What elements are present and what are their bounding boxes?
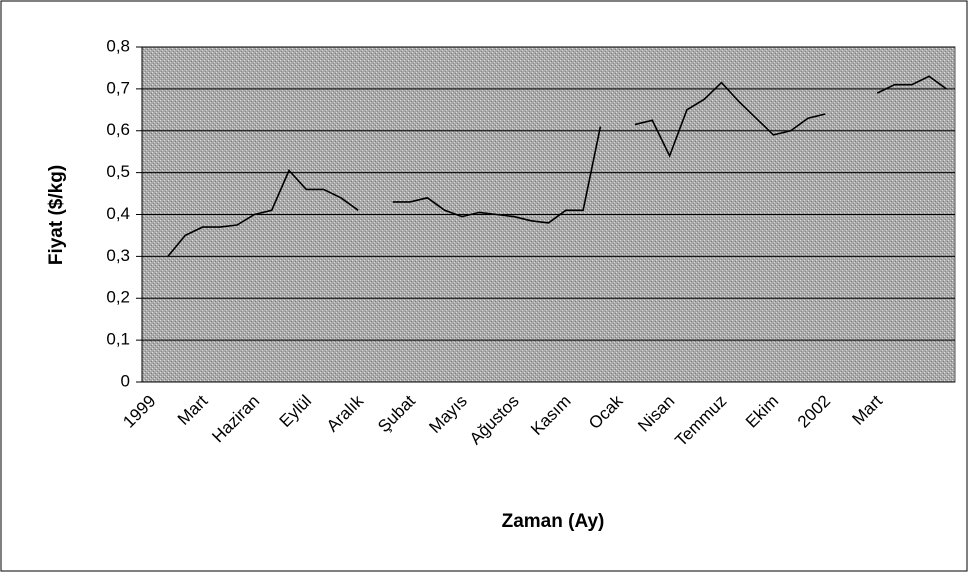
y-tick-label: 0,7 (106, 78, 130, 97)
y-tick-label: 0,5 (106, 162, 130, 181)
y-tick-label: 0,2 (106, 288, 130, 307)
y-tick-label: 0,3 (106, 246, 130, 265)
y-axis-title: Fiyat ($/kg) (46, 165, 67, 265)
y-tick-label: 0,1 (106, 330, 130, 349)
x-axis-title: Zaman (Ay) (502, 511, 605, 532)
y-tick-label: 0 (121, 371, 130, 390)
y-tick-label: 0,6 (106, 120, 130, 139)
y-tick-label: 0,8 (106, 36, 130, 55)
y-tick-label: 0,4 (106, 204, 130, 223)
data-line (167, 75, 947, 257)
